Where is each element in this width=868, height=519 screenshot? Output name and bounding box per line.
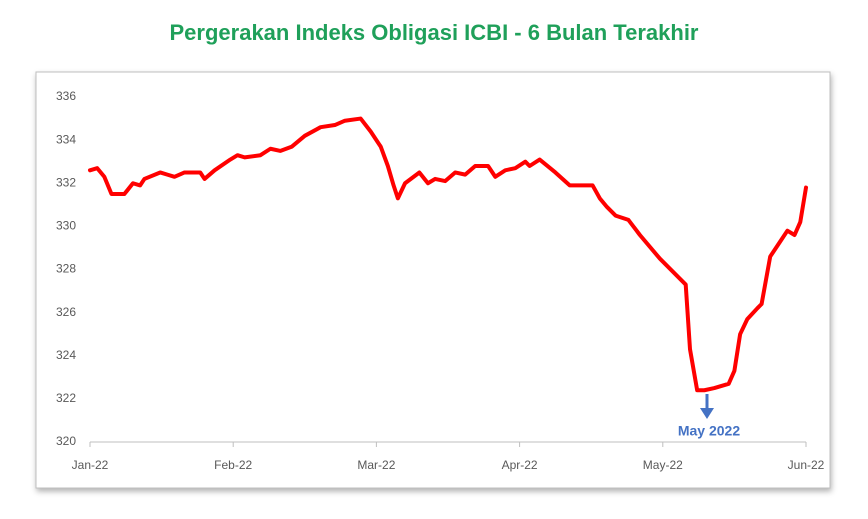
annotation-arrowhead [700,408,714,419]
y-tick-label: 324 [56,348,76,362]
y-tick-label: 322 [56,391,76,405]
y-tick-label: 332 [56,175,76,189]
chart-title: Pergerakan Indeks Obligasi ICBI - 6 Bula… [170,20,699,45]
y-tick-label: 336 [56,89,76,103]
x-tick-label: Apr-22 [502,458,538,472]
y-tick-label: 320 [56,434,76,448]
x-tick-label: May-22 [643,458,683,472]
annotation: May 2022 [678,423,740,439]
x-tick-label: Mar-22 [357,458,395,472]
x-tick-label: Jun-22 [788,458,825,472]
x-tick-label: Feb-22 [214,458,252,472]
y-tick-label: 334 [56,132,76,146]
y-tick-label: 328 [56,262,76,276]
y-tick-label: 330 [56,219,76,233]
chart-frame [35,71,831,489]
y-tick-label: 326 [56,305,76,319]
x-tick-label: Jan-22 [72,458,109,472]
data-line [88,116,808,393]
